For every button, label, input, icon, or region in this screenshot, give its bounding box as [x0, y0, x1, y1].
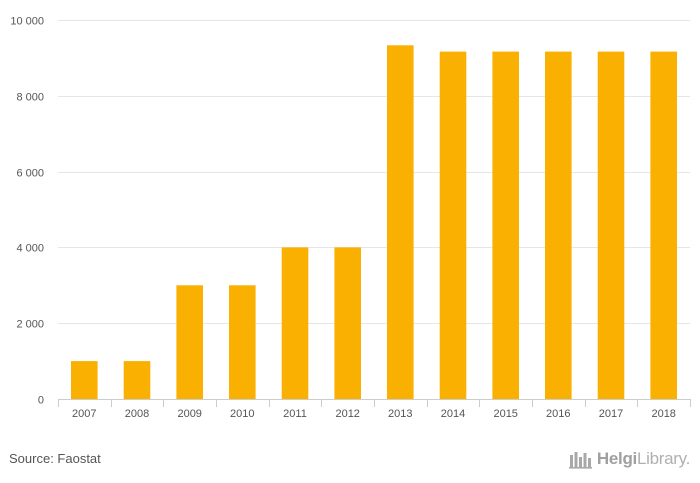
bar-2018[interactable] — [650, 51, 677, 399]
x-axis-ticks: 2007 2008 2009 2010 2011 2012 2013 2014 2015 2016… — [72, 408, 676, 420]
x-tick-label: 2016 — [546, 408, 570, 420]
x-tick-label: 2010 — [230, 408, 254, 420]
x-tick-label: 2015 — [493, 408, 517, 420]
chart: 0 2 000 4 000 6 000 8 000 10 000 2007 2008 2009… — [10, 16, 691, 420]
bar-2014[interactable] — [439, 51, 467, 399]
bar-2017[interactable] — [597, 51, 625, 399]
helgi-library-logo[interactable]: Helgi Library. — [568, 448, 690, 470]
bars — [71, 45, 677, 400]
x-tick-label: 2008 — [125, 408, 149, 420]
y-tick-label: 8 000 — [16, 92, 44, 104]
x-tick-label: 2014 — [441, 408, 465, 420]
x-tick-label: 2017 — [599, 408, 623, 420]
y-tick-label: 4 000 — [16, 243, 44, 255]
bar-2016[interactable] — [545, 51, 572, 399]
source-note: Source: Faostat — [9, 451, 101, 466]
bar-2007[interactable] — [71, 361, 98, 399]
bar-2008[interactable] — [123, 361, 151, 399]
gridlines — [58, 20, 690, 324]
bar-2011[interactable] — [281, 247, 309, 399]
bar-2013[interactable] — [387, 45, 414, 400]
x-tick-label: 2018 — [651, 408, 675, 420]
y-tick-label: 0 — [38, 395, 44, 407]
bar-2012[interactable] — [334, 247, 361, 399]
x-tick-label: 2013 — [388, 408, 412, 420]
x-tick-label: 2011 — [283, 408, 307, 420]
library-logo-icon — [568, 452, 592, 469]
bar-2010[interactable] — [229, 285, 256, 399]
x-tick-label: 2012 — [335, 408, 359, 420]
x-tick-label: 2007 — [72, 408, 96, 420]
bar-2009[interactable] — [176, 285, 203, 399]
bar-chart: 0 2 000 4 000 6 000 8 000 10 000 2007 2008 2009… — [10, 16, 691, 420]
y-tick-label: 10 000 — [10, 16, 44, 28]
y-axis-ticks: 0 2 000 4 000 6 000 8 000 10 000 — [10, 16, 44, 407]
bar-2015[interactable] — [492, 51, 519, 399]
x-axis — [58, 399, 691, 407]
y-tick-label: 6 000 — [16, 168, 44, 180]
logo-text-library: Library. — [636, 449, 690, 468]
logo-text-helgi: Helgi — [596, 449, 637, 468]
y-tick-label: 2 000 — [16, 319, 44, 331]
x-tick-label: 2009 — [177, 408, 201, 420]
